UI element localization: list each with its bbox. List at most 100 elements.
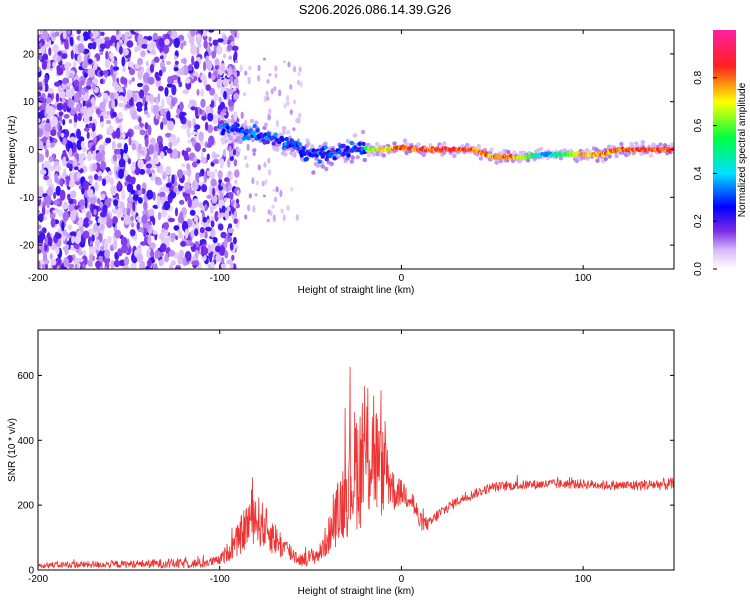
- noise-blob: [141, 215, 148, 224]
- noise-blob: [202, 34, 208, 41]
- snr-frame: [37, 329, 675, 571]
- noise-blob: [92, 30, 99, 38]
- noise-blob: [79, 80, 85, 86]
- spectrogram-x-label: Height of straight line (km): [298, 285, 415, 296]
- ridge-point: [304, 156, 309, 162]
- noise-blob: [138, 116, 142, 124]
- noise-blob: [110, 185, 117, 196]
- noise-blob: [82, 180, 89, 191]
- noise-blob: [74, 263, 78, 269]
- noise-blob: [220, 263, 226, 269]
- noise-blob: [116, 30, 120, 36]
- spectrogram-ridge: [217, 108, 674, 175]
- noise-blob: [195, 172, 200, 182]
- noise-blob: [47, 186, 53, 197]
- noise-blob: [289, 109, 293, 115]
- colorbar-tick-label: 0.6: [693, 118, 704, 132]
- noise-blob: [58, 111, 64, 117]
- noise-blob: [232, 236, 237, 245]
- noise-blob: [215, 245, 221, 253]
- noise-blob: [52, 44, 59, 53]
- noise-blob: [286, 205, 290, 211]
- noise-blob: [63, 114, 70, 119]
- noise-blob: [158, 69, 163, 77]
- noise-blob: [208, 71, 212, 79]
- noise-blob: [120, 216, 124, 221]
- noise-blob: [180, 240, 187, 247]
- noise-blob: [220, 192, 224, 199]
- noise-blob: [247, 204, 251, 212]
- noise-blob: [92, 77, 98, 85]
- noise-blob: [298, 66, 302, 73]
- noise-blob: [81, 60, 88, 70]
- ridge-halo: [416, 142, 421, 147]
- x-tick-label: -100: [210, 574, 230, 585]
- noise-blob: [210, 178, 217, 187]
- noise-blob: [83, 127, 90, 132]
- noise-blob: [220, 182, 224, 187]
- noise-blob: [99, 101, 106, 112]
- noise-blob: [214, 210, 219, 222]
- noise-blob: [100, 245, 105, 252]
- noise-blob: [158, 141, 164, 152]
- noise-blob: [282, 214, 286, 222]
- noise-blob: [150, 250, 155, 258]
- ridge-halo: [640, 140, 645, 145]
- noise-blob: [156, 115, 161, 120]
- ridge-point: [235, 123, 240, 128]
- noise-blob: [77, 54, 82, 64]
- noise-blob: [49, 253, 53, 260]
- noise-blob: [223, 90, 227, 100]
- noise-blob: [66, 193, 71, 201]
- chart-title: S206.2026.086.14.39.G26: [298, 2, 452, 17]
- noise-blob: [189, 99, 196, 105]
- noise-blob: [211, 193, 218, 204]
- noise-blob: [202, 61, 207, 72]
- noise-blob: [62, 119, 66, 126]
- noise-blob: [166, 110, 171, 121]
- noise-blob: [89, 177, 93, 185]
- noise-blob: [171, 84, 177, 96]
- ridge-halo: [220, 111, 225, 117]
- noise-blob: [160, 55, 164, 60]
- ridge-halo: [648, 153, 654, 158]
- noise-blob: [76, 30, 81, 35]
- noise-blob: [182, 170, 188, 176]
- noise-blob: [104, 238, 112, 245]
- noise-blob: [251, 177, 255, 185]
- y-tick-label: 20: [23, 49, 35, 60]
- noise-blob: [54, 31, 60, 37]
- noise-blob: [111, 111, 117, 118]
- noise-blob: [38, 86, 43, 91]
- noise-blob: [193, 75, 198, 82]
- noise-blob: [185, 195, 191, 201]
- noise-blob: [292, 127, 296, 131]
- noise-blob: [123, 256, 130, 266]
- noise-blob: [185, 77, 191, 84]
- noise-blob: [164, 38, 170, 46]
- noise-blob: [87, 42, 94, 50]
- noise-blob: [66, 30, 71, 36]
- ridge-halo: [669, 142, 674, 147]
- noise-blob: [92, 83, 96, 91]
- noise-blob: [214, 58, 220, 66]
- ridge-halo: [465, 142, 470, 148]
- noise-blob: [166, 60, 172, 65]
- noise-blob: [196, 33, 202, 39]
- noise-blob: [53, 199, 60, 206]
- noise-blob: [194, 106, 199, 117]
- noise-blob: [70, 190, 77, 199]
- noise-blob: [186, 163, 191, 170]
- noise-blob: [290, 187, 294, 192]
- noise-blob: [143, 200, 148, 212]
- noise-blob: [141, 38, 148, 45]
- noise-blob: [48, 87, 54, 94]
- noise-blob: [88, 122, 93, 129]
- noise-blob: [69, 36, 74, 47]
- noise-blob: [160, 108, 165, 116]
- noise-blob: [175, 190, 181, 196]
- noise-blob: [114, 84, 121, 92]
- noise-blob: [255, 180, 259, 186]
- noise-blob: [112, 216, 118, 225]
- noise-blob: [292, 65, 297, 73]
